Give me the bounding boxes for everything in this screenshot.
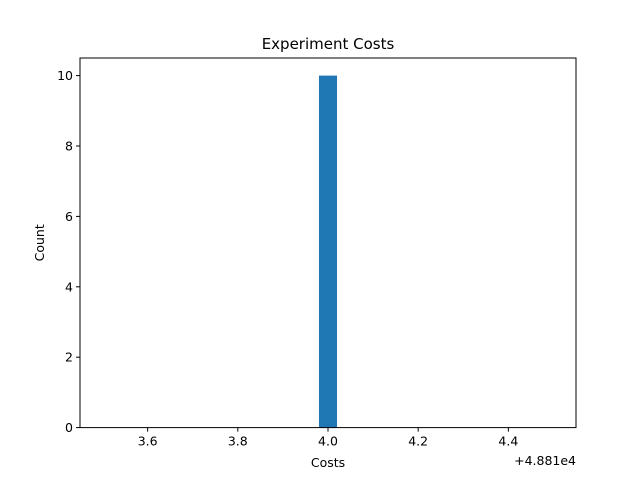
x-axis-offset-label: +4.881e4 [514, 453, 576, 468]
histogram-bar [318, 75, 338, 428]
bars-group [318, 75, 338, 428]
y-tick-label: 10 [57, 68, 73, 83]
y-tick-label: 4 [65, 279, 73, 294]
y-tick-label: 8 [65, 139, 73, 154]
x-tick-label: 4.0 [318, 434, 338, 449]
x-tick-label: 4.4 [498, 434, 518, 449]
x-tick-label: 3.6 [138, 434, 158, 449]
chart-title: Experiment Costs [262, 35, 395, 53]
y-axis-label: Count [32, 224, 47, 261]
x-axis-label: Costs [311, 455, 345, 470]
y-tick-label: 0 [65, 420, 73, 435]
x-tick-label: 4.2 [408, 434, 428, 449]
y-axis-ticks: 0 2 4 6 8 10 [57, 68, 80, 435]
x-tick-label: 3.8 [228, 434, 248, 449]
y-tick-label: 6 [65, 209, 73, 224]
y-tick-label: 2 [65, 350, 73, 365]
x-axis-ticks: 3.6 3.8 4.0 4.2 4.4 [138, 427, 518, 449]
